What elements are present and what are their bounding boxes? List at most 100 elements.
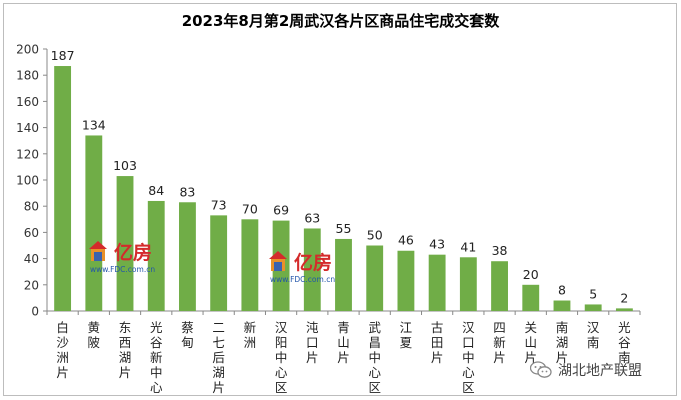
category-label-char: 心 — [368, 365, 381, 380]
category-label-char: 山 — [525, 335, 538, 350]
category-label-char: 后 — [212, 350, 225, 365]
bar-value-label: 55 — [336, 221, 352, 236]
category-label-char: 汉 — [462, 320, 475, 335]
bar — [615, 308, 633, 311]
category-label-char: 片 — [56, 365, 69, 380]
category-label: 汉口中心区 — [462, 320, 475, 395]
category-label-char: 西 — [119, 335, 132, 350]
bar — [303, 228, 321, 311]
bar — [491, 261, 508, 311]
category-label-char: 片 — [525, 350, 538, 365]
category-label-char: 心 — [150, 380, 163, 395]
watermark-site: www.FDC.com.cn — [90, 265, 156, 274]
category-label-char: 白 — [56, 320, 69, 335]
bar-value-label: 2 — [620, 290, 628, 305]
bar-value-label: 134 — [82, 117, 106, 132]
category-label-char: 古 — [431, 320, 444, 335]
category-label-char: 山 — [337, 335, 350, 350]
y-tick-label: 100 — [16, 174, 39, 188]
bar-value-label: 5 — [589, 286, 597, 301]
category-label-char: 武 — [368, 320, 381, 335]
category-label-char: 二 — [212, 320, 225, 335]
bar — [85, 135, 103, 311]
category-label-char: 中 — [275, 350, 288, 365]
bar-value-label: 69 — [273, 203, 289, 218]
chart-title: 2023年8月第2周武汉各片区商品住宅成交套数 — [181, 12, 500, 30]
category-label-char: 沌 — [306, 320, 319, 335]
category-label-char: 光 — [150, 320, 163, 335]
bar — [397, 250, 415, 311]
category-label: 黄陂 — [88, 320, 101, 350]
category-label-char: 新 — [244, 320, 257, 335]
y-tick-label: 60 — [24, 226, 39, 240]
category-label-char: 片 — [493, 350, 506, 365]
y-tick-label: 180 — [16, 69, 39, 83]
category-label-char: 新 — [150, 350, 163, 365]
category-label-char: 湖 — [212, 365, 225, 380]
category-label: 蔡甸 — [181, 320, 194, 350]
category-label-char: 田 — [431, 335, 444, 350]
bar — [54, 66, 72, 311]
bar — [179, 202, 196, 311]
category-label: 青山片 — [337, 320, 350, 365]
bar-value-label: 63 — [304, 210, 320, 225]
category-label-char: 东 — [119, 320, 132, 335]
bar — [335, 238, 352, 311]
category-label: 武昌中心区 — [368, 320, 381, 395]
category-label: 光谷南 — [618, 320, 631, 365]
category-label-char: 沙 — [56, 335, 69, 350]
category-label: 四新片 — [493, 320, 506, 365]
house-logo-icon — [269, 251, 287, 271]
watermark-brand: 亿房 — [114, 242, 153, 264]
y-tick-label: 120 — [16, 147, 39, 161]
category-label-char: 陂 — [88, 335, 101, 350]
bar-value-label: 43 — [429, 237, 445, 252]
category-label-char: 汉 — [275, 320, 288, 335]
category-label: 光谷新中心 — [150, 320, 163, 395]
bar-value-label: 8 — [558, 283, 566, 298]
category-label: 汉南 — [587, 320, 600, 350]
category-label-char: 片 — [212, 380, 225, 395]
wechat-icon — [530, 361, 552, 378]
bar-value-label: 70 — [242, 201, 258, 216]
bar-value-label: 73 — [211, 197, 227, 212]
category-label-char: 心 — [275, 365, 288, 380]
category-label-char: 片 — [337, 350, 350, 365]
category-label-char: 谷 — [618, 335, 631, 350]
category-label: 新洲 — [244, 320, 257, 350]
bar — [522, 284, 540, 311]
bar — [210, 215, 228, 311]
category-label-char: 青 — [337, 320, 350, 335]
chart-frame — [3, 3, 677, 396]
y-tick-label: 20 — [24, 278, 39, 292]
category-label-char: 区 — [462, 380, 475, 395]
category-label-char: 汉 — [587, 320, 600, 335]
category-label-char: 甸 — [181, 335, 194, 350]
y-tick-label: 0 — [31, 305, 39, 319]
category-label-char: 区 — [368, 380, 381, 395]
bar — [147, 200, 165, 311]
category-label: 南湖片 — [556, 320, 569, 365]
category-label-char: 新 — [493, 335, 506, 350]
y-tick-label: 200 — [16, 43, 39, 57]
category-label-char: 蔡 — [181, 320, 194, 335]
category-label-char: 口 — [306, 335, 319, 350]
bar-value-label: 103 — [113, 158, 137, 173]
watermark-brand: 亿房 — [294, 252, 333, 274]
category-label-char: 片 — [306, 350, 319, 365]
bar — [366, 245, 384, 311]
category-label-char: 昌 — [368, 335, 381, 350]
category-label-char: 南 — [618, 350, 631, 365]
bar — [241, 219, 259, 311]
bar-value-label: 84 — [148, 183, 164, 198]
category-label-char: 南 — [556, 320, 569, 335]
bar — [116, 176, 134, 311]
category-label-char: 江 — [400, 320, 413, 335]
category-label: 江夏 — [400, 320, 413, 350]
bar-value-label: 38 — [492, 243, 508, 258]
category-label: 白沙洲片 — [56, 320, 69, 380]
category-label-char: 片 — [556, 350, 569, 365]
category-label-char: 夏 — [400, 335, 413, 350]
category-label-char: 区 — [275, 380, 288, 395]
